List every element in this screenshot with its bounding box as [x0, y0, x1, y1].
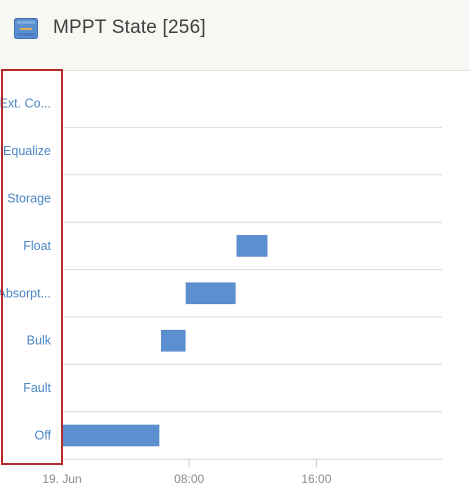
state-bar[interactable] — [185, 282, 236, 305]
state-bar[interactable] — [236, 235, 268, 257]
grid-lines — [62, 126, 442, 460]
category-label: Absorpt... — [0, 286, 51, 300]
category-label: Float — [23, 239, 51, 253]
chart-header: MPPT State [256] — [0, 0, 469, 71]
state-bar[interactable] — [61, 424, 160, 447]
x-axis-ticks: 19. Jun 08:00 16:00 — [42, 459, 332, 486]
battery-charger-icon — [14, 18, 38, 39]
state-bar[interactable] — [161, 329, 186, 352]
category-label: Ext. Co... — [0, 97, 51, 111]
category-label: Storage — [7, 192, 51, 206]
category-axis-highlight — [1, 69, 63, 465]
state-bars — [61, 235, 268, 447]
x-tick-label: 16:00 — [301, 472, 331, 486]
x-tick-label: 19. Jun — [42, 472, 81, 486]
page-title: MPPT State [256] — [53, 17, 206, 38]
category-label: Equalize — [3, 144, 51, 158]
category-label: Bulk — [27, 334, 52, 348]
x-tick-label: 08:00 — [174, 472, 204, 486]
category-labels: Ext. Co... Equalize Storage Float Absorpt...… — [0, 97, 52, 443]
category-label: Fault — [23, 381, 51, 395]
category-label: Off — [35, 429, 52, 443]
